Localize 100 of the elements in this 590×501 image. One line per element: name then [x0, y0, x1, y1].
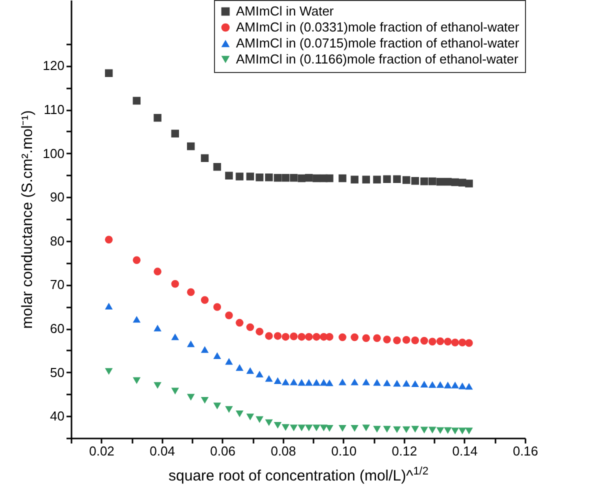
point: [265, 419, 273, 426]
point: [402, 426, 410, 434]
point: [236, 410, 244, 418]
point: [213, 303, 222, 311]
point: [213, 352, 222, 360]
point: [411, 336, 420, 344]
point: [282, 332, 290, 341]
point: [312, 332, 320, 341]
point: [362, 176, 370, 184]
point: [154, 114, 162, 122]
point: [132, 316, 141, 323]
point: [350, 333, 358, 342]
y-tick-label: 110: [44, 102, 64, 117]
point: [290, 378, 298, 386]
point: [383, 379, 391, 386]
point: [104, 236, 113, 244]
point: [326, 332, 334, 341]
point: [326, 379, 334, 386]
point: [451, 338, 459, 346]
point: [428, 338, 436, 346]
point: [132, 256, 141, 264]
point: [186, 288, 195, 296]
point: [246, 367, 254, 374]
point: [444, 427, 452, 434]
point: [305, 424, 313, 432]
point: [362, 424, 370, 432]
point: [265, 332, 273, 340]
point: [420, 336, 428, 345]
x-tick-label: 0.02: [89, 444, 114, 458]
point: [362, 378, 370, 386]
point: [465, 180, 473, 188]
point: [402, 380, 410, 387]
point: [420, 426, 428, 434]
point: [290, 174, 298, 182]
point: [171, 130, 179, 138]
point: [256, 370, 264, 378]
x-tick-label: 0.14: [452, 444, 478, 458]
point: [338, 425, 346, 432]
y-axis-title: molar conductance (S.cm².mol⁻¹): [18, 110, 36, 329]
point: [200, 346, 209, 353]
point: [350, 378, 358, 386]
point: [444, 338, 452, 346]
point: [402, 336, 410, 344]
point: [444, 382, 452, 388]
point: [171, 280, 179, 288]
point: [265, 174, 273, 182]
point: [312, 174, 320, 182]
point: [362, 334, 370, 342]
point: [312, 424, 320, 432]
point: [436, 178, 444, 186]
legend-label: AMImCl in Water: [236, 4, 334, 18]
point: [465, 428, 473, 434]
point: [436, 381, 444, 388]
point: [186, 394, 195, 401]
point: [186, 340, 195, 348]
point: [326, 425, 334, 432]
point: [104, 368, 113, 375]
point: [236, 172, 244, 180]
point: [350, 425, 358, 432]
point: [305, 174, 313, 182]
point: [154, 324, 162, 332]
point: [428, 426, 436, 434]
point: [436, 427, 444, 434]
point: [373, 334, 381, 342]
point: [256, 174, 264, 182]
point: [246, 323, 254, 332]
y-tick-label: 60: [50, 321, 64, 336]
legend-label: AMImCl in (0.1166)mole fraction of ethanol-water: [236, 52, 519, 66]
point: [393, 380, 401, 387]
point: [458, 382, 466, 390]
point: [213, 402, 222, 410]
x-tick-label: 0.08: [270, 444, 296, 458]
point: [458, 428, 466, 434]
x-axis-title: square root of concentration (mol/L)^$^{1/2}$: [168, 466, 428, 484]
point: [246, 172, 254, 180]
point: [451, 428, 459, 434]
y-tick-label: 70: [50, 277, 64, 292]
point: [411, 177, 420, 185]
point: [420, 380, 428, 388]
point: [290, 424, 298, 432]
point: [104, 302, 113, 310]
point: [256, 416, 264, 423]
y-tick-label: 80: [50, 233, 64, 248]
point: [312, 379, 320, 386]
point: [373, 426, 381, 433]
point: [200, 296, 209, 304]
point: [393, 336, 401, 344]
point: [411, 380, 420, 388]
point: [305, 379, 313, 386]
point: [338, 333, 346, 342]
point: [393, 426, 401, 434]
point: [225, 358, 233, 365]
point: [428, 381, 436, 388]
y-tick-label: 100: [42, 146, 64, 161]
legend-label: AMImCl in (0.0715)mole fraction of ethanol-water: [236, 36, 520, 50]
point: [225, 311, 233, 320]
point: [282, 174, 290, 182]
point: [465, 339, 473, 347]
point: [154, 382, 162, 389]
point: [373, 379, 381, 386]
